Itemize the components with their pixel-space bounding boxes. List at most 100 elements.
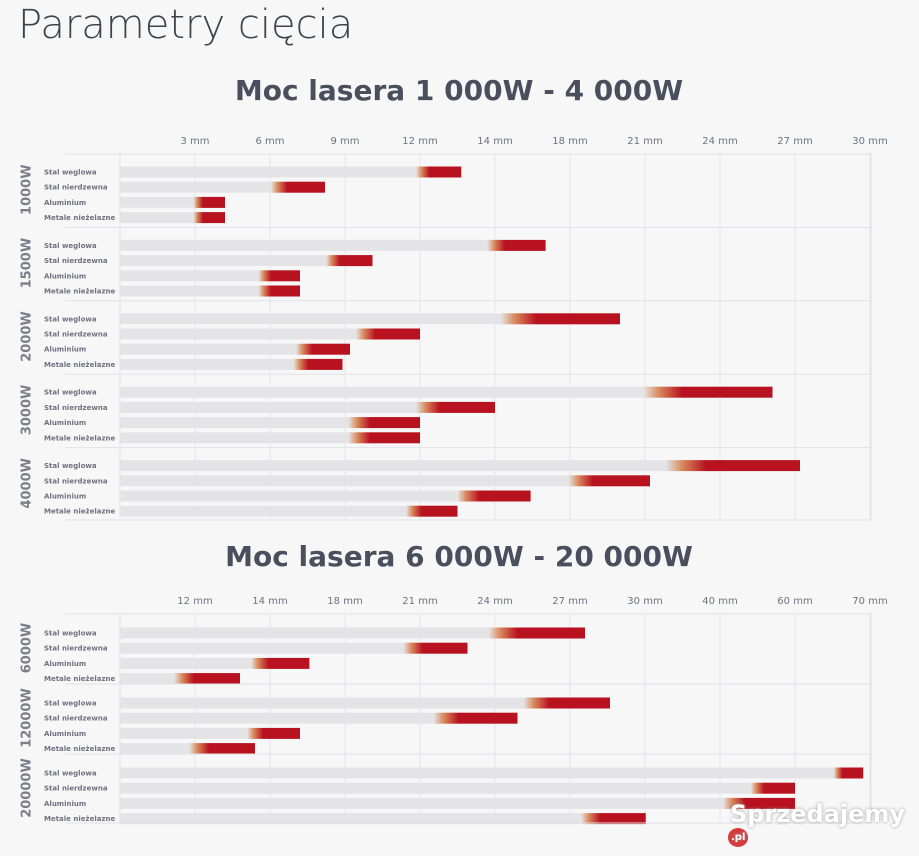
bar-base: [120, 386, 648, 398]
bar-base: [120, 657, 255, 669]
row-label: Aluminium: [44, 199, 86, 207]
bar-range: [457, 490, 531, 502]
bar-range: [271, 181, 325, 193]
group-label: 4000W: [20, 458, 35, 509]
row-label: Aluminium: [44, 800, 86, 808]
row-label: Aluminium: [44, 493, 86, 501]
page-title: Parametry cięcia: [18, 2, 354, 48]
bar-range: [296, 343, 350, 355]
tick-label: 18 mm: [327, 596, 362, 607]
row-label: Stal nierdzewna: [44, 184, 108, 192]
watermark-logo: Sprzedajemy.pl: [728, 800, 919, 856]
bar-base: [120, 460, 670, 472]
tick-label: 18 mm: [552, 136, 587, 147]
row-label: Stal weglowa: [44, 462, 97, 470]
bar-base: [120, 727, 252, 739]
tick-label: 27 mm: [552, 596, 587, 607]
bar-base: [120, 797, 728, 809]
bar-base: [120, 343, 300, 355]
chart-2: Moc lasera 6 000W - 20 000W 12 mm 14 mm 18 …: [20, 540, 888, 825]
bar-range: [406, 505, 458, 517]
bar-range: [348, 432, 420, 444]
group-label: 20000W: [20, 758, 35, 818]
bar-range: [750, 782, 795, 794]
tick-label: 21 mm: [402, 596, 437, 607]
tick-label: 14 mm: [252, 596, 287, 607]
bar-range: [403, 642, 468, 654]
chart-1: Moc lasera 1 000W - 4 000W 3 mm 6 mm 9 mm 12…: [20, 74, 888, 521]
watermark-text: Sprzedajemy: [730, 800, 906, 828]
row-label: Metale nieżelazne: [44, 434, 116, 442]
tick-label: 30 mm: [627, 596, 662, 607]
bar-range: [666, 460, 800, 472]
bar-range: [293, 358, 343, 370]
bar-base: [120, 255, 330, 267]
bar-range: [581, 813, 646, 825]
bar-range: [500, 313, 620, 325]
bar-range: [416, 166, 462, 178]
bar-base: [120, 767, 838, 779]
row-label: Stal weglowa: [44, 389, 97, 397]
row-label: Stal weglowa: [44, 700, 97, 708]
row-label: Stal weglowa: [44, 315, 97, 323]
tick-label: 27 mm: [777, 136, 812, 147]
row-label: Stal weglowa: [44, 770, 97, 778]
row-label: Metale nieżelazne: [44, 288, 116, 296]
row-label: Aluminium: [44, 272, 86, 280]
bar-range: [488, 627, 585, 639]
row-label: Stal nierdzewna: [44, 785, 108, 793]
bar-base: [120, 673, 179, 685]
row-label: Aluminium: [44, 660, 86, 668]
bar-range: [487, 239, 546, 251]
row-label: Stal nierdzewna: [44, 645, 108, 653]
bar-base: [120, 642, 408, 654]
tick-label: 40 mm: [702, 596, 737, 607]
group-label: 1000W: [20, 164, 35, 215]
bar-base: [120, 505, 410, 517]
tick-label: 9 mm: [330, 136, 359, 147]
bar-range: [833, 767, 864, 779]
tick-label: 30 mm: [852, 136, 887, 147]
bar-base: [120, 782, 755, 794]
bar-base: [120, 285, 263, 297]
bar-base: [120, 697, 528, 709]
tick-label: 24 mm: [702, 136, 737, 147]
bar-base: [120, 743, 194, 755]
chart-title: Moc lasera 1 000W - 4 000W: [235, 74, 683, 107]
row-label: Aluminium: [44, 419, 86, 427]
bar-base: [120, 181, 275, 193]
bar-base: [120, 712, 438, 724]
group-label: 2000W: [20, 311, 35, 362]
row-label: Metale nieżelazne: [44, 508, 116, 516]
tick-label: 24 mm: [477, 596, 512, 607]
bar-range: [348, 417, 420, 429]
bar-base: [120, 417, 353, 429]
bar-base: [120, 166, 420, 178]
bar-base: [120, 212, 198, 224]
bar-range: [251, 657, 310, 669]
row-label: Metale nieżelazne: [44, 675, 116, 683]
bar-base: [120, 627, 493, 639]
row-label: Aluminium: [44, 730, 86, 738]
group-label: 1500W: [20, 238, 35, 289]
bar-base: [120, 270, 263, 282]
tick-label: 14 mm: [477, 136, 512, 147]
bar-base: [120, 475, 573, 487]
bar-base: [120, 490, 462, 502]
row-label: Metale nieżelazne: [44, 361, 116, 369]
row-label: Aluminium: [44, 346, 86, 354]
group-label: 6000W: [20, 623, 35, 674]
row-label: Stal weglowa: [44, 242, 97, 250]
bar-range: [193, 212, 225, 224]
tick-label: 12 mm: [402, 136, 437, 147]
row-label: Stal nierdzewna: [44, 715, 108, 723]
group-label: 12000W: [20, 688, 35, 748]
row-label: Metale nieżelazne: [44, 745, 116, 753]
tick-label: 21 mm: [627, 136, 662, 147]
tick-label: 12 mm: [177, 596, 212, 607]
row-label: Stal nierdzewna: [44, 477, 108, 485]
bar-base: [120, 239, 492, 251]
bar-base: [120, 432, 353, 444]
bar-range: [568, 475, 650, 487]
